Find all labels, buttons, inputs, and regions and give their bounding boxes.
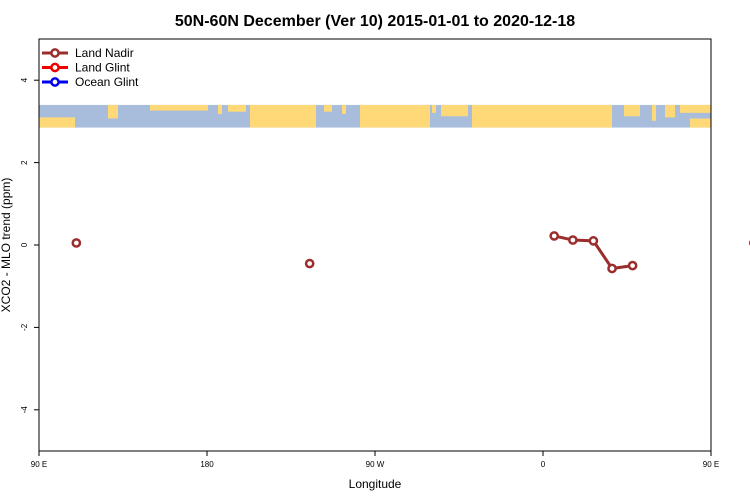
y-tick-label: -2 (20, 323, 29, 331)
legend-label: Land Nadir (75, 46, 134, 60)
y-axis-label: XCO2 - MLO trend (ppm) (0, 178, 13, 313)
y-axis-ticks: 4 2 0 -2 -4 (20, 77, 39, 413)
world-map-strip (39, 104, 711, 128)
y-tick-label: 2 (20, 160, 29, 165)
map-land-patch (108, 104, 118, 119)
map-land-patch (680, 104, 711, 113)
map-land-patch (342, 104, 346, 114)
map-land-patch (432, 104, 436, 113)
map-land-patch (624, 104, 640, 117)
x-tick-label: 90 W (366, 460, 385, 469)
x-tick-label: 180 (200, 460, 214, 469)
x-tick-label: 0 (541, 460, 546, 469)
map-land-patch (218, 104, 222, 114)
map-land-patch (472, 104, 612, 128)
legend-marker (50, 48, 60, 58)
plot-frame (38, 38, 712, 452)
map-land-patch (690, 118, 711, 128)
data-point (71, 238, 82, 248)
data-point (304, 258, 315, 269)
y-tick-label: 4 (20, 77, 29, 82)
x-axis-ticks: 90 E 180 90 W 0 90 E (31, 451, 719, 469)
legend-marker (50, 77, 60, 87)
y-tick-label: 0 (20, 242, 29, 247)
x-tick-label: 90 E (31, 460, 47, 469)
data-point (549, 231, 560, 241)
legend-marker (50, 62, 60, 73)
map-land-patch (441, 104, 468, 117)
series-layer (71, 231, 750, 274)
y-tick-label: -4 (20, 406, 29, 414)
data-point (627, 260, 638, 271)
legend-label: Land Glint (75, 61, 130, 75)
map-land-patch (360, 104, 430, 128)
x-axis-label: Longitude (349, 477, 402, 491)
map-land-patch (665, 104, 675, 118)
legend-label: Ocean Glint (75, 75, 139, 89)
map-land-patch (324, 104, 332, 112)
data-point (607, 263, 617, 274)
map-land-patch (250, 104, 316, 128)
x-tick-label: 90 E (703, 460, 719, 469)
data-point (568, 235, 578, 245)
chart-title: 50N-60N December (Ver 10) 2015-01-01 to … (175, 13, 575, 30)
map-land-patch (150, 104, 208, 111)
map-land-patch (39, 117, 75, 128)
map-land-patch (228, 104, 246, 112)
map-land-patch (652, 104, 656, 121)
data-point (588, 236, 599, 246)
